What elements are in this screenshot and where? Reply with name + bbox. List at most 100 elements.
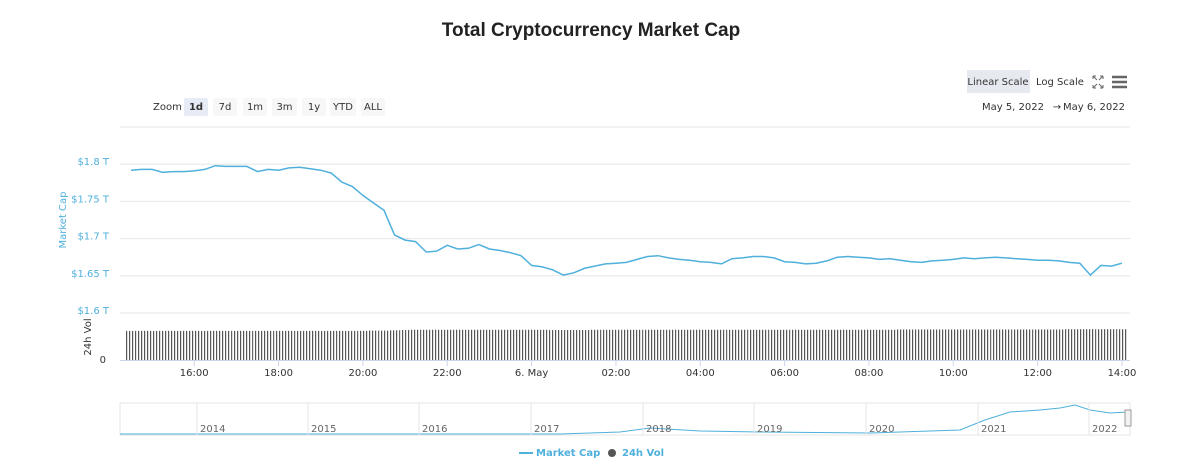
- volume-bar: [758, 329, 769, 360]
- volume-bar: [484, 329, 495, 360]
- volume-bar: [283, 330, 295, 360]
- volume-bar: [747, 329, 759, 360]
- volume-bar: [642, 329, 653, 360]
- volume-bar: [969, 329, 980, 360]
- navigator-label: 2014: [200, 424, 225, 435]
- navigator-label: 2019: [757, 424, 782, 435]
- volume-bar: [926, 329, 938, 360]
- y2-tick-label: 0: [100, 355, 106, 366]
- navigator-label: 2015: [311, 424, 336, 435]
- volume-bar: [178, 330, 189, 360]
- volume-bar: [515, 329, 527, 360]
- x-tick-label: 12:00: [1023, 368, 1052, 379]
- volume-bar: [1053, 329, 1065, 360]
- volume-bar: [547, 330, 558, 360]
- zoom-button[interactable]: 1m: [247, 102, 263, 113]
- navigator-handle[interactable]: [1124, 409, 1132, 427]
- y-tick-label: $1.65 T: [71, 269, 110, 280]
- legend: Market Cap 24h Vol: [519, 448, 664, 459]
- volume-bar: [231, 330, 242, 360]
- volume-bar: [420, 329, 432, 360]
- volume-bar: [810, 329, 822, 360]
- fullscreen-icon[interactable]: [1092, 75, 1104, 89]
- volume-bar: [1074, 329, 1086, 360]
- volume-bar: [199, 330, 211, 360]
- volume-bar: [800, 329, 811, 360]
- x-tick-label: 06:00: [770, 368, 799, 379]
- zoom-button[interactable]: YTD: [332, 102, 353, 113]
- volume-bar: [853, 329, 864, 360]
- x-tick-label: 18:00: [264, 368, 293, 379]
- volume-bar: [916, 329, 927, 360]
- zoom-button-bg: [302, 98, 326, 116]
- volume-bar: [589, 329, 601, 360]
- y-axis-title: Market Cap: [58, 191, 69, 248]
- zoom-button[interactable]: 3m: [276, 102, 292, 113]
- volume-bar: [663, 329, 674, 360]
- volume-bar: [315, 330, 327, 360]
- menu-icon[interactable]: [1112, 75, 1127, 89]
- volume-bar: [557, 330, 569, 360]
- volume-bar: [1106, 329, 1117, 360]
- legend-label[interactable]: 24h Vol: [622, 448, 664, 459]
- x-tick-label: 10:00: [939, 368, 968, 379]
- y-tick-label: $1.7 T: [77, 232, 109, 243]
- zoom-button[interactable]: ALL: [364, 102, 382, 113]
- volume-bar: [473, 329, 485, 360]
- volume-bar: [389, 330, 400, 360]
- zoom-button-bg: [272, 98, 297, 116]
- date-to[interactable]: May 6, 2022: [1063, 102, 1125, 113]
- volume-bar: [863, 329, 875, 360]
- volume-bar: [874, 329, 885, 360]
- y-tick-label: $1.6 T: [77, 306, 109, 317]
- x-tick-label: 14:00: [1108, 368, 1137, 379]
- volume-bar: [779, 329, 790, 360]
- volume-bar: [948, 329, 959, 360]
- volume-bar: [463, 329, 474, 360]
- date-from[interactable]: May 5, 2022: [982, 102, 1044, 113]
- volume-bar: [210, 330, 221, 360]
- zoom-button[interactable]: 1d: [189, 102, 203, 113]
- volume-bar: [336, 330, 348, 360]
- volume-bar: [705, 329, 717, 360]
- volume-bar: [252, 330, 263, 360]
- zoom-label: Zoom: [153, 102, 182, 113]
- volume-bar: [262, 330, 274, 360]
- log-scale-button[interactable]: Log Scale: [1036, 77, 1084, 88]
- volume-bar: [958, 329, 970, 360]
- volume-bar: [431, 329, 442, 360]
- volume-bar: [673, 329, 685, 360]
- volume-bar: [832, 329, 843, 360]
- volume-bar: [146, 330, 158, 360]
- volume-bar: [410, 329, 421, 360]
- volume-bar: [378, 330, 390, 360]
- x-tick-label: 22:00: [433, 368, 462, 379]
- x-tick-label: 08:00: [855, 368, 884, 379]
- x-tick-label: 16:00: [180, 368, 209, 379]
- x-tick-label: 20:00: [348, 368, 377, 379]
- zoom-button[interactable]: 1y: [308, 102, 320, 113]
- legend-label[interactable]: Market Cap: [536, 448, 600, 459]
- volume-bar: [357, 330, 369, 360]
- volume-bar: [895, 329, 906, 360]
- volume-bar: [768, 329, 780, 360]
- volume-bar: [326, 330, 337, 360]
- volume-bar: [726, 329, 738, 360]
- volume-bar: [167, 330, 179, 360]
- volume-bar: [157, 330, 168, 360]
- volume-bar: [621, 329, 632, 360]
- volume-bar: [347, 330, 358, 360]
- y-tick-label: $1.8 T: [77, 157, 109, 168]
- volume-bar: [526, 329, 537, 360]
- volume-bar: [220, 330, 232, 360]
- volume-bar: [905, 329, 917, 360]
- volume-bar: [1011, 329, 1022, 360]
- volume-bar: [241, 330, 253, 360]
- linear-scale-button[interactable]: Linear Scale: [967, 77, 1028, 88]
- volume-bar: [990, 329, 1001, 360]
- volume-bar: [452, 329, 464, 360]
- zoom-button-bg: [184, 98, 208, 116]
- zoom-button[interactable]: 7d: [219, 102, 232, 113]
- zoom-button-bg: [243, 98, 267, 116]
